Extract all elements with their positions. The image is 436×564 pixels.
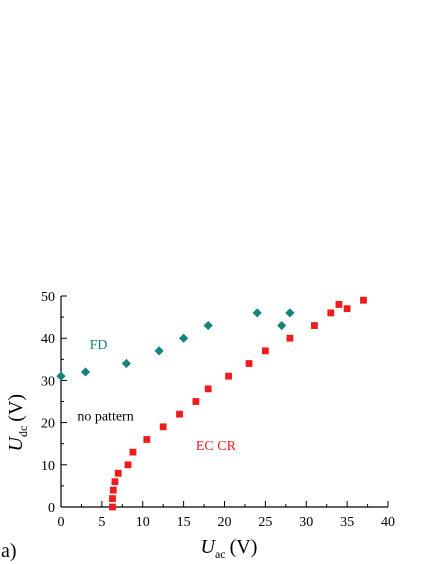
x-tick-label: 30 [299, 515, 313, 530]
fd-point [285, 308, 295, 318]
ec-cr-point [204, 385, 212, 393]
ec-cr-point [124, 461, 132, 469]
ec-cr-point [143, 436, 151, 443]
x-tick-label: 35 [340, 515, 354, 530]
y-tick-label: 30 [41, 374, 55, 389]
y-axis-label: Udc(V) [5, 394, 30, 452]
ec-cr-point [335, 301, 343, 308]
annotation-ec-cr: EC CR [196, 439, 237, 454]
x-tick-label: 40 [381, 515, 395, 530]
panel-label: a) [1, 540, 17, 562]
ec-cr-point [360, 296, 367, 304]
fd-point [154, 346, 164, 356]
ec-cr-point [343, 305, 351, 313]
ec-cr-point [225, 372, 232, 380]
fd-point [252, 308, 262, 318]
ec-cr-point [109, 495, 116, 502]
ec-cr-point [261, 347, 269, 355]
y-tick-label: 40 [41, 332, 55, 347]
ec-cr-point [129, 448, 137, 456]
ec-cr-point [327, 309, 335, 317]
x-axis-label: Uac (V) [201, 536, 258, 561]
ec-cr-point [114, 469, 122, 477]
y-tick-label: 50 [41, 290, 55, 305]
x-tick-label: 25 [258, 515, 272, 530]
x-tick-label: 5 [98, 515, 105, 530]
ec-cr-point [286, 334, 294, 342]
ec-cr-point [245, 360, 253, 367]
fd-point [121, 358, 131, 369]
x-tick-label: 20 [218, 515, 232, 530]
ec-cr-point [111, 478, 119, 486]
ec-cr-point [192, 398, 200, 405]
fd-point [56, 371, 66, 381]
fd-point [179, 333, 189, 343]
ec-cr-point [109, 503, 116, 511]
x-tick-label: 0 [58, 515, 65, 530]
y-tick-label: 10 [41, 459, 55, 474]
y-tick-label: 0 [48, 501, 55, 516]
annotation-no-pattern: no pattern [77, 409, 133, 424]
x-tick-label: 10 [136, 515, 150, 530]
ec-cr-point [109, 486, 117, 494]
ec-cr-point [159, 423, 167, 431]
data-marks [56, 296, 367, 511]
fd-point [203, 320, 213, 331]
y-tick-label: 20 [41, 417, 55, 432]
fd-point [80, 367, 91, 377]
annotation-fd: FD [90, 338, 108, 353]
ec-cr-point [311, 322, 318, 329]
chart-labels: Uac (V) Udc(V) FD no pattern EC CR [5, 338, 257, 561]
ec-cr-point [176, 410, 183, 418]
x-tick-label: 15 [177, 515, 191, 530]
fd-point [277, 320, 287, 331]
axes: 0 5 10 15 20 25 30 35 40 0 10 20 30 40 50 [41, 290, 395, 530]
